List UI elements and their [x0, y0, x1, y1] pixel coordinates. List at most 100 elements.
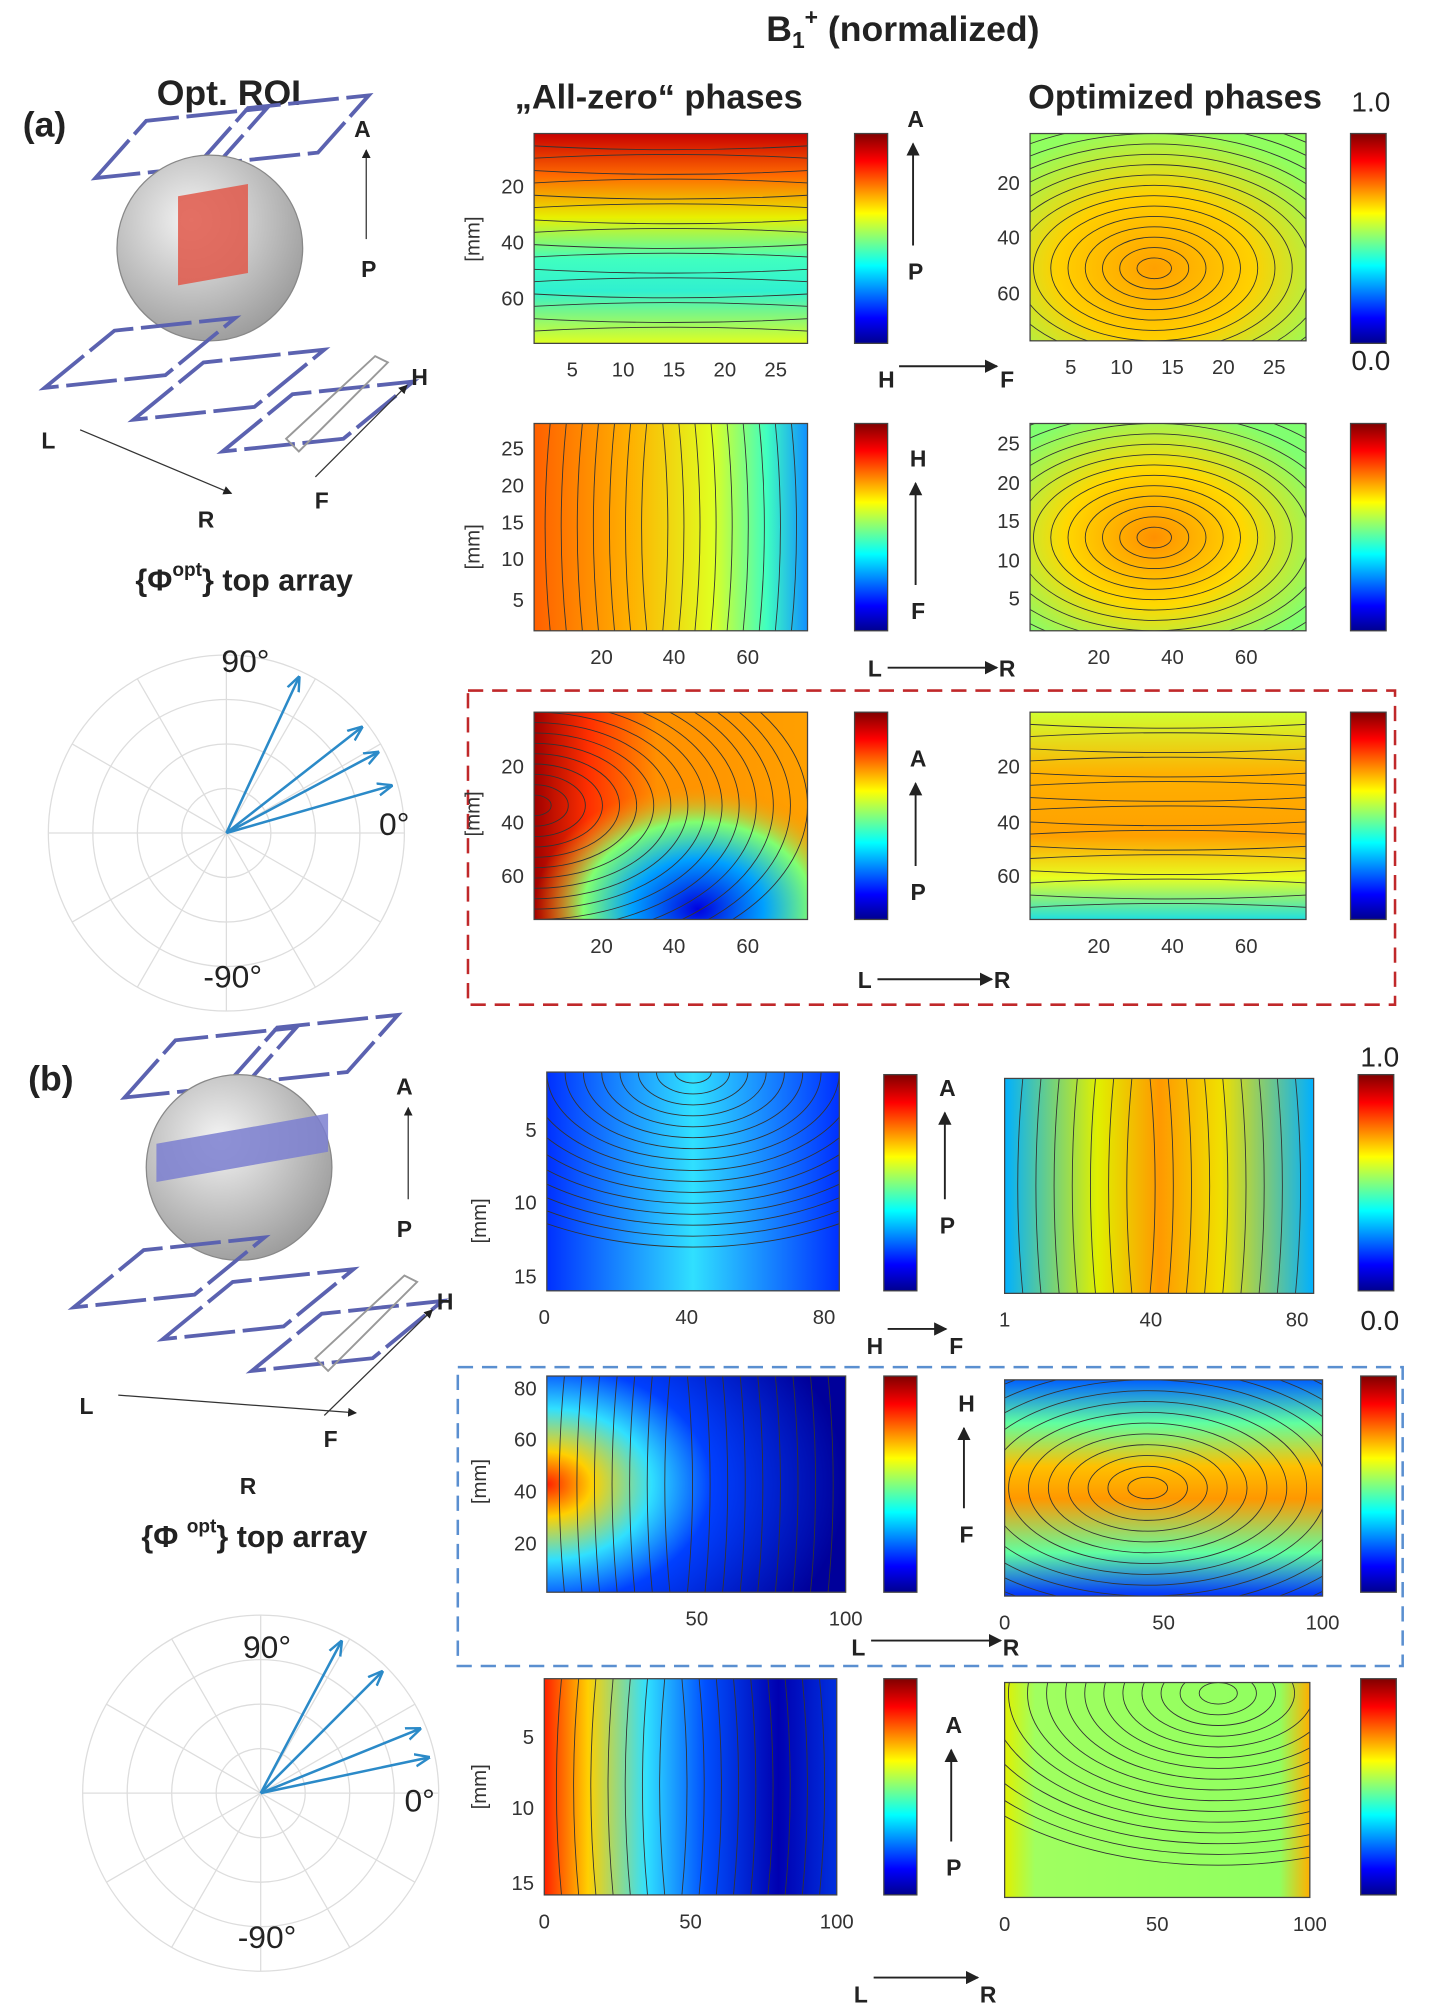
y-axis-label: [mm] — [469, 1764, 491, 1809]
x-tick-label: 60 — [1235, 936, 1258, 958]
field — [1004, 1379, 1323, 1597]
y-tick-label: 20 — [501, 757, 524, 779]
title-rest: (normalized) — [818, 9, 1039, 49]
phase-arrow — [259, 1642, 342, 1794]
contour — [1067, 485, 1241, 590]
y-tick-label: 40 — [514, 1481, 537, 1503]
colorbar — [853, 132, 889, 345]
contour — [594, 1376, 601, 1593]
title-sub: 1 — [792, 27, 805, 53]
colorbar — [1349, 132, 1387, 345]
contour — [810, 1376, 817, 1593]
roi-title: Opt. ROI — [157, 73, 301, 113]
y-tick-label: 20 — [997, 757, 1020, 779]
contour — [681, 1678, 688, 1895]
x-tick-label: 5 — [1065, 357, 1076, 379]
direction-label: F — [1000, 367, 1014, 393]
colorbar — [883, 1375, 918, 1593]
y-tick-label: 60 — [514, 1429, 537, 1451]
orientation-arrow — [314, 384, 408, 478]
polar-label: 90° — [243, 1629, 291, 1665]
coil — [245, 1298, 449, 1374]
contour — [1030, 894, 1307, 900]
x-tick-label: 25 — [1263, 357, 1286, 379]
y-tick-label: 60 — [997, 283, 1020, 305]
x-tick-label: 0 — [999, 1914, 1010, 1936]
contour — [534, 784, 569, 827]
contour-plot — [534, 133, 808, 344]
phase-post: } top array — [216, 1520, 367, 1554]
y-tick-label: 60 — [501, 866, 524, 888]
orientation-arrow — [79, 429, 233, 495]
title-sup: + — [805, 4, 818, 30]
contour — [1071, 1078, 1078, 1294]
x-tick-label: 100 — [1293, 1914, 1327, 1936]
x-tick-label: 5 — [567, 360, 578, 382]
direction-label: P — [911, 879, 926, 905]
polar-label: 90° — [221, 643, 269, 679]
x-tick-label: 60 — [1235, 647, 1258, 669]
contour — [1240, 1078, 1247, 1294]
y-tick-label: 60 — [501, 289, 524, 311]
plot-frame — [533, 132, 809, 345]
contour — [651, 712, 757, 920]
plot-frame — [546, 1375, 847, 1593]
x-tick-label: 100 — [829, 1609, 863, 1631]
x-tick-label: 40 — [663, 936, 686, 958]
contour — [1030, 433, 1307, 631]
contour — [678, 423, 685, 631]
x-tick-label: 25 — [764, 360, 787, 382]
contour — [1160, 1682, 1276, 1726]
contour — [546, 1210, 840, 1237]
contour — [656, 1072, 731, 1095]
x-tick-label: 15 — [1161, 357, 1184, 379]
contour — [534, 753, 620, 858]
y-tick-label: 5 — [1009, 589, 1020, 611]
roi-box — [178, 183, 248, 286]
contour — [1127, 1476, 1169, 1500]
direction-label: R — [1003, 1635, 1020, 1661]
contour — [534, 178, 808, 184]
contour — [1017, 1078, 1024, 1294]
contour — [1030, 756, 1307, 762]
y-tick-label: 15 — [997, 511, 1020, 533]
phase-post: } top array — [202, 564, 353, 598]
contour — [534, 794, 552, 817]
contour-plot — [1004, 1682, 1310, 1898]
contour — [742, 423, 749, 631]
contour — [546, 1072, 840, 1160]
contour-plot — [534, 423, 808, 631]
phase-arrow — [226, 786, 391, 835]
contour — [1167, 1078, 1174, 1294]
y-tick-label: 5 — [523, 1727, 534, 1749]
direction-label: A — [907, 106, 924, 132]
main-title: B1+ (normalized) — [766, 4, 1039, 53]
contour — [694, 423, 701, 631]
contour — [534, 763, 603, 848]
x-tick-label: 20 — [590, 647, 613, 669]
contour — [646, 1376, 653, 1593]
contour — [1030, 723, 1307, 729]
contour — [1004, 1401, 1308, 1575]
contour — [1030, 732, 1307, 738]
contour — [1027, 1682, 1310, 1802]
y-tick-label: 40 — [501, 812, 524, 834]
direction-label: R — [999, 655, 1016, 681]
contour — [715, 1678, 722, 1895]
field — [534, 712, 808, 920]
contour — [1067, 1444, 1228, 1532]
x-tick-label: 0 — [999, 1612, 1010, 1634]
contour — [611, 1376, 618, 1593]
x-tick-label: 40 — [1140, 1310, 1163, 1332]
contour — [1030, 184, 1293, 341]
contour — [827, 1376, 834, 1593]
y-tick-label: 15 — [501, 512, 524, 534]
phase-arrow — [259, 1672, 382, 1795]
phase-sup: opt — [187, 1516, 217, 1537]
contour — [546, 1137, 840, 1182]
x-tick-label: 40 — [1161, 647, 1184, 669]
contour — [1067, 216, 1241, 321]
contour — [1258, 1078, 1265, 1294]
